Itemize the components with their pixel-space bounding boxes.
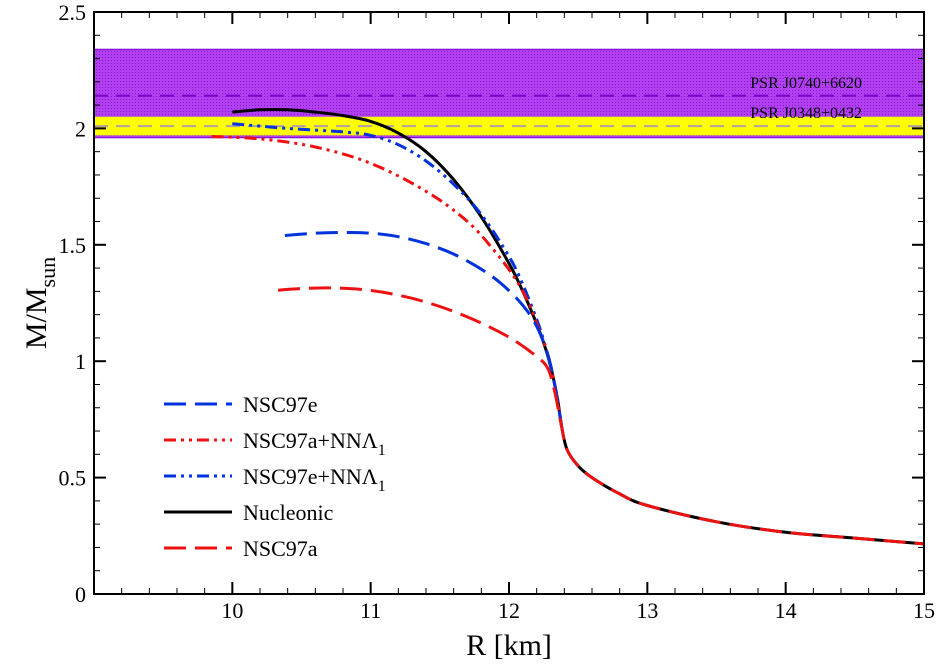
y-tick-label: 2	[75, 116, 86, 141]
x-tick-label: 12	[498, 598, 520, 623]
legend-label-nsc97e: NSC97e	[243, 392, 318, 417]
legend-label-nucleonic: Nucleonic	[243, 500, 334, 525]
legend-label-nsc97a-nn-1: NSC97a+NNΛ1	[243, 428, 386, 459]
x-tick-label: 14	[775, 598, 797, 623]
band-label-psr-j0740-6620: PSR J0740+6620	[750, 75, 862, 92]
y-axis-label: M/Msun	[20, 257, 60, 349]
legend-label-main: NSC97e+NNΛ	[243, 464, 378, 489]
y-axis-label-sub: sun	[35, 257, 60, 288]
y-axis-label-main: M/M	[20, 287, 53, 349]
x-tick-label: 15	[913, 598, 935, 623]
x-axis-label: R [km]	[466, 629, 552, 662]
legend-label-main: NSC97e	[243, 392, 318, 417]
legend: NSC97eNSC97a+NNΛ1NSC97e+NNΛ1NucleonicNSC…	[164, 392, 386, 561]
series-line-nsc97e	[284, 231, 564, 427]
series-line-nsc97e-nn-1	[232, 122, 564, 427]
band-label-psr-j0348-0432: PSR J0348+0432	[750, 105, 862, 122]
legend-label-main: Nucleonic	[243, 500, 334, 525]
curves	[211, 108, 924, 546]
legend-label-nsc97e-nn-1: NSC97e+NNΛ1	[243, 464, 386, 495]
y-tick-label: 0.5	[59, 466, 87, 491]
y-tick-label: 1	[75, 349, 86, 374]
constraint-bands: PSR J0740+6620 PSR J0348+0432	[94, 48, 924, 139]
x-tick-label: 11	[360, 598, 381, 623]
series-line-nsc97a-nn-1	[211, 135, 564, 427]
y-tick-label: 2.5	[59, 0, 87, 25]
legend-label-subscript: 1	[378, 478, 386, 495]
y-tick-label: 1.5	[59, 233, 87, 258]
legend-label-main: NSC97a+NNΛ	[243, 428, 378, 453]
legend-label-main: NSC97a	[243, 536, 318, 561]
y-tick-label: 0	[75, 582, 86, 607]
legend-label-subscript: 1	[378, 442, 386, 459]
legend-label-nsc97a: NSC97a	[243, 536, 318, 561]
x-tick-label: 10	[221, 598, 243, 623]
x-tick-label: 13	[636, 598, 658, 623]
series-line-nsc97a	[277, 286, 924, 546]
